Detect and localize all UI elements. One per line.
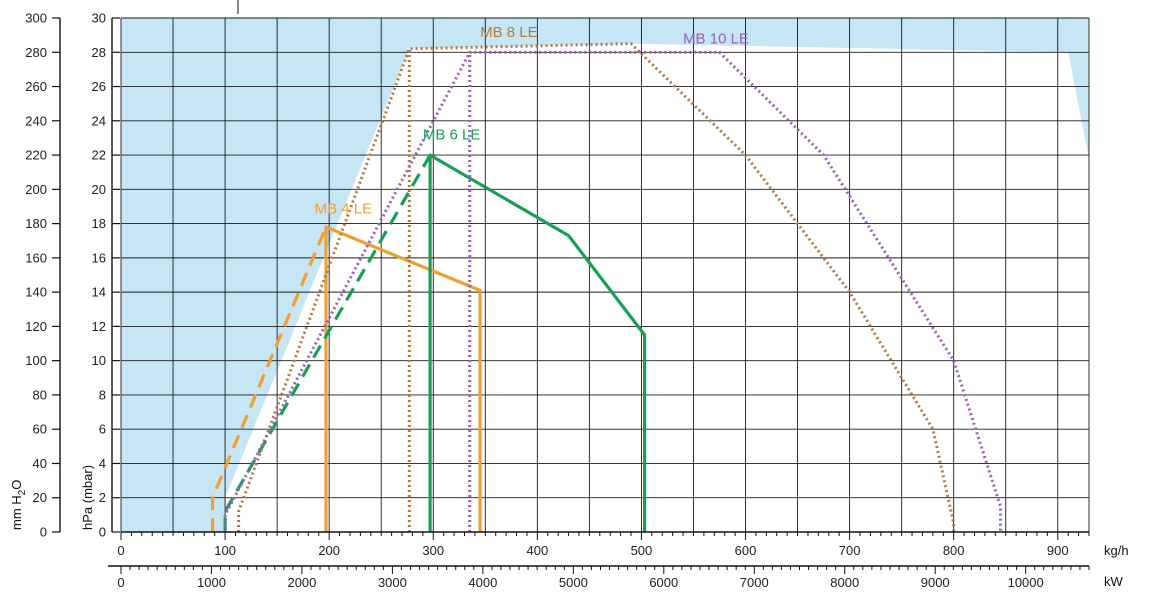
- outer-y-tick-label: 20: [33, 490, 47, 505]
- inner-y-tick-label: 30: [92, 11, 106, 26]
- inner-y-tick-label: 8: [99, 387, 106, 402]
- inner-y-tick-label: 0: [99, 525, 106, 540]
- kw-tick-label: 8000: [830, 575, 859, 590]
- outer-y-tick-label: 260: [25, 79, 47, 94]
- outer-y-tick-label: 40: [33, 456, 47, 471]
- mmh2o-subscript: 2: [17, 489, 28, 495]
- outer-y-tick-label: 300: [25, 11, 47, 26]
- kgh-tick-label: 600: [735, 543, 757, 558]
- inner-y-tick-label: 20: [92, 182, 106, 197]
- kw-unit: kW: [1104, 574, 1124, 589]
- mmh2o-axis-title: mm H2O: [9, 480, 28, 530]
- series-mb-8-le-line: [237, 42, 956, 532]
- kgh-tick-label: 800: [943, 543, 965, 558]
- inner-y-tick-label: 18: [92, 216, 106, 231]
- outer-y-tick-label: 200: [25, 182, 47, 197]
- kw-tick-label: 6000: [649, 575, 678, 590]
- kw-tick-label: 4000: [468, 575, 497, 590]
- outer-y-tick-label: 120: [25, 319, 47, 334]
- working-area: [225, 43, 1089, 532]
- hpa-axis-title: hPa (mbar): [80, 465, 95, 530]
- kw-tick-label: 7000: [740, 575, 769, 590]
- kgh-tick-label: 400: [526, 543, 548, 558]
- mmh2o-tail: O: [9, 480, 24, 490]
- label-mb-10-le: MB 10 LE: [683, 31, 749, 48]
- mmh2o-main: mm H: [9, 495, 24, 530]
- outer-y-tick-label: 240: [25, 113, 47, 128]
- inner-y-tick-label: 26: [92, 79, 106, 94]
- inner-y-tick-label: 28: [92, 45, 106, 60]
- kw-tick-label: 9000: [921, 575, 950, 590]
- kw-tick-label: 0: [117, 575, 124, 590]
- inner-y-tick-label: 6: [99, 422, 106, 437]
- series-mb-4-le-dashed: [211, 226, 328, 532]
- kw-tick-label: 2000: [287, 575, 316, 590]
- kgh-tick-label: 100: [214, 543, 236, 558]
- inner-y-tick-label: 4: [99, 456, 106, 471]
- kw-tick-label: 3000: [378, 575, 407, 590]
- outer-y-tick-label: 280: [25, 45, 47, 60]
- series-mb-4-le-line: [324, 225, 482, 532]
- kgh-tick-label: 300: [422, 543, 444, 558]
- outer-y-tick-label: 180: [25, 216, 47, 231]
- outer-y-tick-label: 60: [33, 422, 47, 437]
- kw-tick-label: 1000: [197, 575, 226, 590]
- inner-y-tick-label: 10: [92, 353, 106, 368]
- inner-y-tick-label: 22: [92, 148, 106, 163]
- outer-y-tick-label: 80: [33, 387, 47, 402]
- outer-y-tick-label: 0: [40, 525, 47, 540]
- outer-y-tick-label: 160: [25, 250, 47, 265]
- label-mb-6-le: MB 6 LE: [423, 127, 481, 144]
- outer-y-tick-label: 140: [25, 285, 47, 300]
- kgh-tick-label: 700: [839, 543, 861, 558]
- inner-y-tick-label: 12: [92, 319, 106, 334]
- kg-per-hour-unit: kg/h: [1104, 543, 1129, 558]
- series-layer: [211, 42, 1002, 532]
- label-mb-4-le: MB 4 LE: [315, 200, 373, 217]
- inner-y-tick-label: 16: [92, 250, 106, 265]
- annotations: MB 4 LE MB 6 LE MB 8 LE MB 10 LE: [315, 24, 749, 217]
- series-mb-6-le-line: [428, 153, 647, 532]
- kgh-tick-label: 500: [631, 543, 653, 558]
- axes: 0204060801001201401601802002202402602803…: [25, 0, 1090, 590]
- outer-y-tick-label: 220: [25, 148, 47, 163]
- label-mb-8-le: MB 8 LE: [480, 24, 538, 41]
- inner-y-tick-label: 14: [92, 285, 106, 300]
- kgh-tick-label: 900: [1047, 543, 1069, 558]
- kw-tick-label: 5000: [559, 575, 588, 590]
- kw-tick-label: 10000: [1008, 575, 1044, 590]
- outer-y-tick-label: 100: [25, 353, 47, 368]
- kgh-tick-label: 0: [117, 543, 124, 558]
- inner-y-tick-label: 24: [92, 113, 106, 128]
- inner-y-tick-label: 2: [99, 490, 106, 505]
- kgh-tick-label: 200: [318, 543, 340, 558]
